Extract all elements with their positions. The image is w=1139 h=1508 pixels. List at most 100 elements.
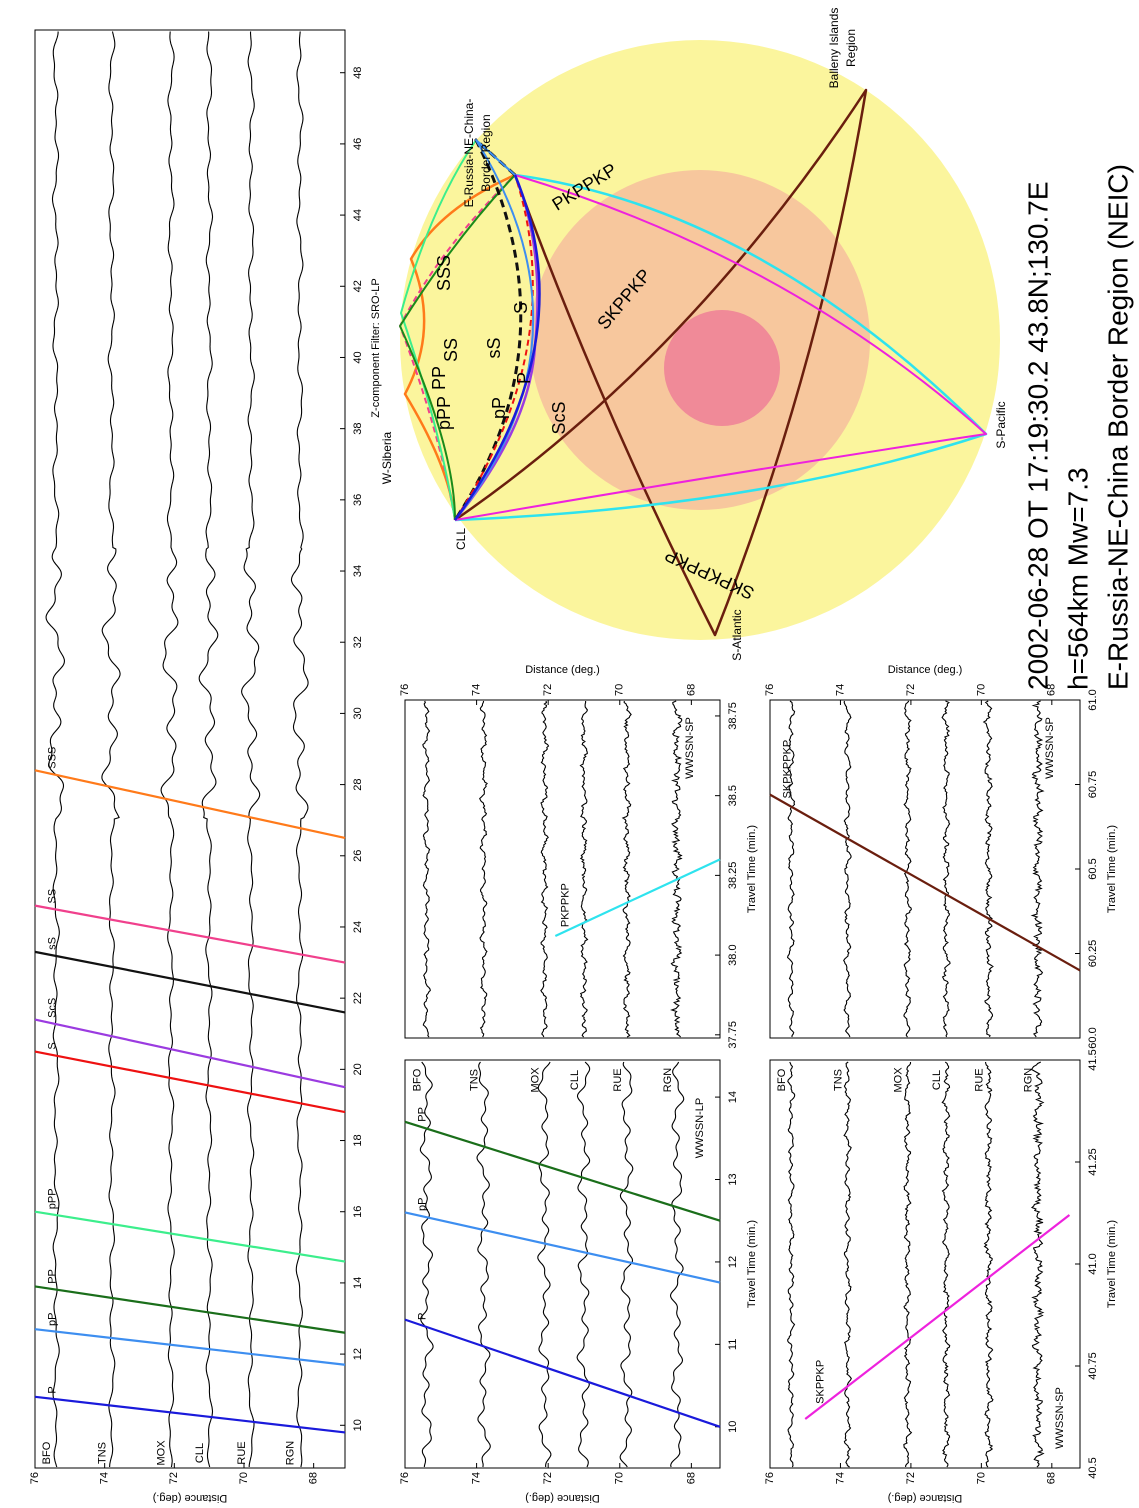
- y-tick-label: 68: [1046, 1472, 1058, 1484]
- station-label: MOX: [156, 1440, 168, 1466]
- phase-label: pPP: [46, 1188, 58, 1209]
- y-tick-label: 72: [542, 684, 554, 696]
- phase-label: S: [46, 1042, 58, 1049]
- page: { "header": {"lines": ["2002-06-28 OT 17…: [0, 0, 1139, 1508]
- x-axis-label: Travel Time (min.): [1106, 825, 1118, 913]
- plot-frame: [35, 30, 345, 1468]
- y-tick-label: 70: [614, 684, 626, 696]
- x-tick-label: 30: [352, 707, 364, 719]
- station-label: RUE: [612, 1068, 624, 1091]
- x-tick-label: 60.25: [1087, 940, 1099, 968]
- x-tick-label: 60.5: [1087, 858, 1099, 879]
- plot-frame: [405, 700, 720, 1038]
- x-tick-label: 40: [352, 351, 364, 363]
- y-tick-label: 74: [834, 1472, 846, 1484]
- x-tick-label: 40.5: [1087, 1457, 1099, 1478]
- y-tick-label: 76: [399, 684, 411, 696]
- y-tick-label: 76: [399, 1472, 411, 1484]
- y-tick-label: 68: [308, 1472, 320, 1484]
- x-tick-label: 40.75: [1087, 1352, 1099, 1380]
- x-tick-label: 32: [352, 636, 364, 648]
- x-tick-label: 28: [352, 778, 364, 790]
- x-tick-label: 48: [352, 67, 364, 79]
- station-label: CLL: [931, 1070, 943, 1090]
- location-label: E-Russia-NE-China-: [462, 99, 476, 208]
- y-tick-label: 70: [614, 1472, 626, 1484]
- y-tick-label: 70: [975, 684, 987, 696]
- phase-label: SSS: [46, 747, 58, 769]
- x-tick-label: 36: [352, 494, 364, 506]
- y-axis-label: Distance (deg.): [525, 1492, 600, 1504]
- x-tick-label: 10: [727, 1421, 739, 1433]
- x-tick-label: 60.75: [1087, 771, 1099, 799]
- x-axis-label: Travel Time (min.): [746, 825, 758, 913]
- x-tick-label: 20: [352, 1063, 364, 1075]
- plot-frame: [770, 700, 1080, 1038]
- event-title: h=564km Mw=7.3: [1062, 467, 1093, 690]
- location-label: Region: [844, 29, 858, 67]
- ray-label: PP: [429, 366, 449, 390]
- y-tick-label: 72: [542, 1472, 554, 1484]
- x-tick-label: 38.75: [727, 702, 739, 730]
- y-tick-label: 76: [764, 1472, 776, 1484]
- event-title: E-Russia-NE-China Border Region (NEIC): [1102, 164, 1133, 690]
- phase-label: SKPPKP: [814, 1360, 826, 1404]
- y-tick-label: 68: [685, 1472, 697, 1484]
- station-label: TNS: [832, 1069, 844, 1091]
- plot-frame: [770, 1060, 1080, 1468]
- ray-label: S: [511, 302, 531, 314]
- y-tick-label: 68: [685, 684, 697, 696]
- x-tick-label: 38.25: [727, 862, 739, 890]
- x-tick-label: 42: [352, 280, 364, 292]
- phase-label: pP: [417, 1198, 429, 1211]
- phase-label: SS: [46, 889, 58, 904]
- x-axis-label: Travel Time (min.): [746, 1220, 758, 1308]
- x-tick-label: 26: [352, 850, 364, 862]
- station-label: RGN: [662, 1068, 674, 1093]
- phase-label: P: [417, 1313, 429, 1320]
- y-tick-label: 70: [238, 1472, 250, 1484]
- x-tick-label: 38: [352, 423, 364, 435]
- phase-label: P: [46, 1386, 58, 1393]
- x-tick-label: 41.5: [1087, 1049, 1099, 1070]
- phase-label: PP: [46, 1269, 58, 1284]
- station-label: RUE: [973, 1068, 985, 1091]
- station-label: CLL: [569, 1070, 581, 1090]
- ray-label: SSS: [434, 255, 454, 291]
- station-label: BFO: [776, 1068, 788, 1091]
- panel-note: Z-component Filter: SRO-LP: [370, 278, 382, 417]
- station-label: BFO: [41, 1441, 53, 1464]
- y-axis-label: Distance (deg.): [888, 1492, 963, 1504]
- x-tick-label: 11: [727, 1339, 739, 1350]
- location-label: Border Region: [479, 114, 493, 191]
- x-tick-label: 16: [352, 1206, 364, 1218]
- event-title: 2002-06-28 OT 17:19:30.2 43.8N;130.7E: [1022, 181, 1053, 690]
- station-label: TNS: [469, 1069, 481, 1091]
- ray-label: P: [514, 372, 534, 384]
- y-axis-label: Distance (deg.): [153, 1492, 228, 1504]
- y-tick-label: 72: [905, 1472, 917, 1484]
- station-label: MOX: [892, 1067, 904, 1093]
- y-tick-label: 74: [99, 1472, 111, 1484]
- x-tick-label: 24: [352, 921, 364, 933]
- phase-label: PKPPKP: [559, 883, 571, 927]
- phase-label: SKPKPPKP: [781, 740, 793, 799]
- phase-label: ScS: [46, 998, 58, 1018]
- y-tick-label: 74: [834, 684, 846, 696]
- location-label: Balleny Islands: [827, 8, 841, 89]
- ray-label: pP: [489, 397, 509, 419]
- x-tick-label: 41.0: [1087, 1253, 1099, 1274]
- ray-label: SS: [441, 338, 461, 362]
- phase-label: PP: [417, 1107, 429, 1122]
- panel-note: WWSSN-SP: [684, 717, 696, 779]
- station-label: MOX: [530, 1067, 542, 1093]
- plot-frame: [405, 1060, 720, 1468]
- ray-label: ScS: [549, 401, 569, 434]
- x-tick-label: 60.0: [1087, 1027, 1099, 1048]
- x-tick-label: 13: [727, 1173, 739, 1185]
- x-tick-label: 34: [352, 565, 364, 577]
- y-tick-label: 74: [470, 1472, 482, 1484]
- x-tick-label: 14: [352, 1277, 364, 1289]
- y-tick-label: 76: [764, 684, 776, 696]
- location-label: S-Atlantic: [730, 609, 744, 660]
